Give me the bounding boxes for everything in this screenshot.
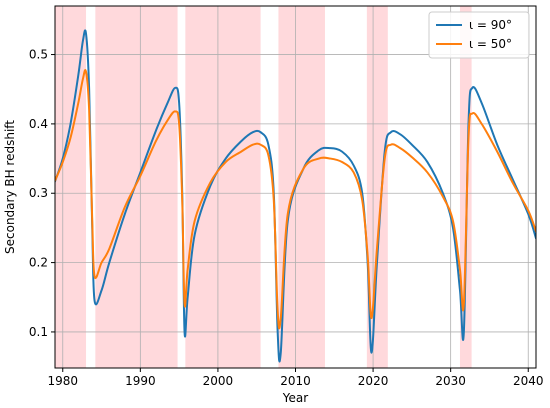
y-tick-label: 0.1 (29, 325, 48, 339)
y-tick-label: 0.4 (29, 117, 48, 131)
x-tick-label: 2000 (203, 374, 234, 388)
series-line-1 (55, 69, 536, 330)
shaded-interval-3 (278, 6, 325, 368)
y-tick-label: 0.2 (29, 256, 48, 270)
x-tick-label: 1980 (47, 374, 78, 388)
legend: ι = 90° ι = 50° (428, 11, 530, 59)
x-tick-label: 1990 (125, 374, 156, 388)
shaded-interval-5 (459, 6, 472, 368)
legend-label-0: ι = 90° (469, 18, 512, 32)
shaded-interval-1 (95, 6, 178, 368)
x-tick-label: 2030 (435, 374, 466, 388)
x-axis-label: Year (282, 391, 308, 405)
y-tick-label: 0.3 (29, 186, 48, 200)
y-tick-label: 0.5 (29, 48, 48, 62)
shaded-interval-2 (185, 6, 261, 368)
x-tick-label: 2020 (358, 374, 389, 388)
legend-label-1: ι = 50° (469, 37, 512, 51)
x-tick-label: 2010 (280, 374, 311, 388)
shaded-interval-0 (55, 6, 87, 368)
legend-box (428, 11, 530, 59)
x-tick-label: 2040 (513, 374, 544, 388)
shaded-interval-4 (366, 6, 388, 368)
y-axis-label: Secondary BH redshift (3, 120, 17, 254)
